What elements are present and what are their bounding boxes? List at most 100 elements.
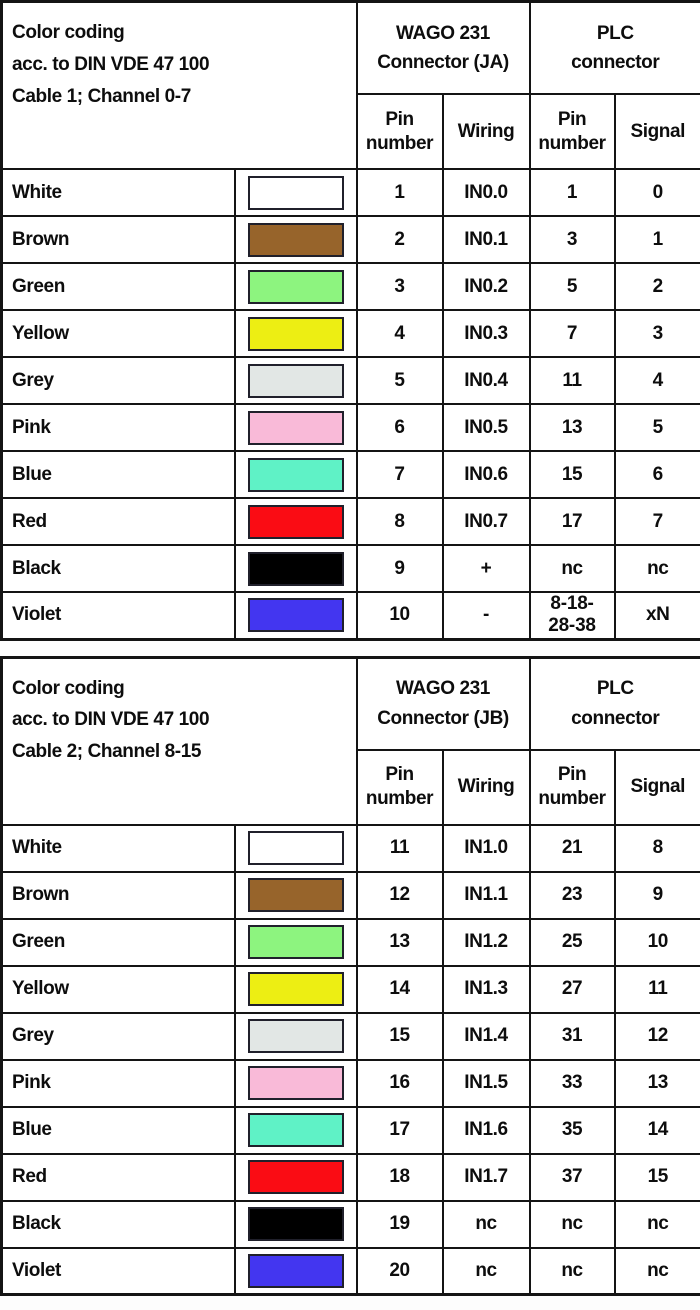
table-row: White 1 IN0.0 1 0 (0, 168, 700, 217)
color-name: Violet (0, 591, 236, 640)
plc-pin-number: 31 (528, 1011, 616, 1061)
signal-number: 3 (613, 309, 700, 358)
color-name: Green (0, 262, 236, 311)
table-row: Violet 10-8-18- 28-38 xN (0, 591, 700, 640)
wago-pin-number: 7 (355, 450, 444, 499)
table-row: Grey 5 IN0.4 11 4 (0, 356, 700, 405)
swatch-cell (233, 1011, 358, 1061)
color-name: Green (0, 917, 236, 967)
wago-pin-number: 2 (355, 215, 444, 264)
wiring-label: IN0.3 (441, 309, 531, 358)
signal-number: 10 (613, 917, 700, 967)
plc-pin-number: 17 (528, 497, 616, 546)
wago-pin-number: 19 (355, 1199, 444, 1249)
color-name: Grey (0, 356, 236, 405)
color-swatch (247, 175, 344, 210)
signal-number: 12 (613, 1011, 700, 1061)
table-row: Black 9 + nc nc (0, 544, 700, 593)
wiring-label: IN1.3 (441, 964, 531, 1014)
color-coding-table-cable2: Color coding acc. to DIN VDE 47 100 Cabl… (0, 655, 700, 1296)
color-name: Violet (0, 1246, 236, 1296)
swatch-cell (233, 1058, 358, 1108)
table-row: Violet 20 nc nc nc (0, 1246, 700, 1296)
signal-number: 1 (613, 215, 700, 264)
wiring-label: IN0.7 (441, 497, 531, 546)
plc-pin-number: 7 (528, 309, 616, 358)
color-swatch (247, 504, 344, 539)
color-name: Yellow (0, 309, 236, 358)
color-name: Black (0, 544, 236, 593)
wiring-label: IN1.5 (441, 1058, 531, 1108)
table-row: Black 19 nc nc nc (0, 1199, 700, 1249)
color-swatch (247, 878, 344, 912)
table-row: Brown 2 IN0.1 3 1 (0, 215, 700, 264)
plc-pin-number: 5 (528, 262, 616, 311)
color-name: Pink (0, 1058, 236, 1108)
wiring-label: IN1.7 (441, 1152, 531, 1202)
color-swatch (247, 972, 344, 1006)
table-title-cable1: Color coding acc. to DIN VDE 47 100 Cabl… (0, 0, 358, 170)
wiring-label: IN0.2 (441, 262, 531, 311)
swatch-cell (233, 823, 358, 873)
color-swatch (247, 598, 344, 633)
table-header: Color coding acc. to DIN VDE 47 100 Cabl… (0, 656, 700, 826)
signal-number: 6 (613, 450, 700, 499)
color-name: Brown (0, 870, 236, 920)
signal-number: 14 (613, 1105, 700, 1155)
color-name: Brown (0, 215, 236, 264)
wago-pin-number: 16 (355, 1058, 444, 1108)
table-row: Pink 16 IN1.5 33 13 (0, 1058, 700, 1108)
swatch-cell (233, 1199, 358, 1249)
color-name: White (0, 168, 236, 217)
plc-pin-number: 25 (528, 917, 616, 967)
color-name: Yellow (0, 964, 236, 1014)
wago-pin-number: 18 (355, 1152, 444, 1202)
swatch-cell (233, 215, 358, 264)
table-row: Yellow 14 IN1.3 27 11 (0, 964, 700, 1014)
wiring-label: IN0.1 (441, 215, 531, 264)
swatch-cell (233, 1246, 358, 1296)
color-name: Red (0, 1152, 236, 1202)
column-header-plc-pin-number: Pin number (528, 748, 616, 826)
table-row: Red 18 IN1.7 37 15 (0, 1152, 700, 1202)
plc-pin-number: 21 (528, 823, 616, 873)
color-name: Black (0, 1199, 236, 1249)
color-swatch (247, 1019, 344, 1053)
table-row: Red 8 IN0.7 17 7 (0, 497, 700, 546)
column-header-pin-number: Pin number (355, 93, 444, 170)
plc-connector-header: PLC connector (528, 656, 700, 751)
swatch-cell (233, 403, 358, 452)
column-header-wiring: Wiring (441, 93, 531, 170)
wago-pin-number: 11 (355, 823, 444, 873)
table-row: Pink 6 IN0.5 13 5 (0, 403, 700, 452)
wiring-label: IN0.6 (441, 450, 531, 499)
color-swatch (247, 457, 344, 492)
color-swatch (247, 1066, 344, 1100)
signal-number: 4 (613, 356, 700, 405)
wiring-label: IN0.4 (441, 356, 531, 405)
wago-pin-number: 1 (355, 168, 444, 217)
plc-pin-number: nc (528, 1246, 616, 1296)
color-swatch (247, 551, 344, 586)
color-swatch (247, 925, 344, 959)
wago-connector-header: WAGO 231 Connector (JB) (355, 656, 531, 751)
wago-pin-number: 4 (355, 309, 444, 358)
color-name: Blue (0, 450, 236, 499)
table-row: Grey 15 IN1.4 31 12 (0, 1011, 700, 1061)
wago-pin-number: 13 (355, 917, 444, 967)
color-swatch (247, 1253, 344, 1288)
wiring-label: - (441, 591, 531, 640)
plc-pin-number: 35 (528, 1105, 616, 1155)
wiring-label: IN1.6 (441, 1105, 531, 1155)
wiring-label: + (441, 544, 531, 593)
swatch-cell (233, 497, 358, 546)
plc-pin-number: 11 (528, 356, 616, 405)
wago-pin-number: 15 (355, 1011, 444, 1061)
wiring-label: IN0.0 (441, 168, 531, 217)
table-body-cable2: White 11 IN1.0 21 8 Brown 12 IN1.1 23 9 Green 13 IN1… (0, 823, 700, 1296)
plc-pin-number: nc (528, 1199, 616, 1249)
swatch-cell (233, 591, 358, 640)
signal-number: 7 (613, 497, 700, 546)
color-swatch (247, 363, 344, 398)
